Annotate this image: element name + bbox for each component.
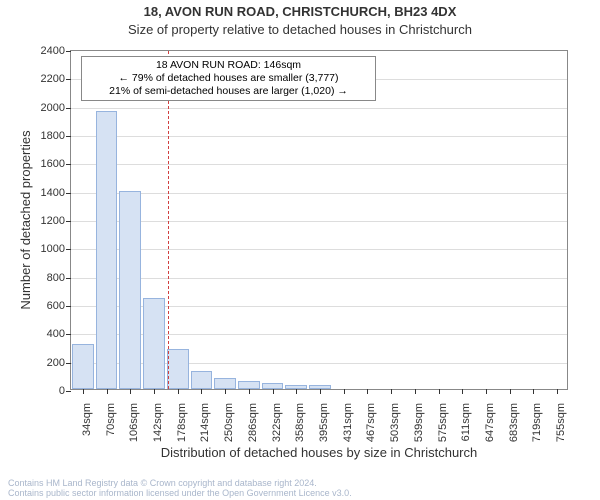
y-gridline <box>71 193 567 194</box>
y-axis-label: Number of detached properties <box>18 50 33 390</box>
x-tick-label: 142sqm <box>152 403 164 442</box>
page-title-address: 18, AVON RUN ROAD, CHRISTCHURCH, BH23 4D… <box>0 4 600 19</box>
x-tick-label: 755sqm <box>555 403 567 442</box>
x-tick-label: 358sqm <box>294 403 306 442</box>
marker-line <box>168 51 169 389</box>
x-axis-label: Distribution of detached houses by size … <box>70 445 568 460</box>
footer-attribution: Contains HM Land Registry data © Crown c… <box>0 478 600 498</box>
x-tick-mark <box>296 389 297 394</box>
x-tick-label: 647sqm <box>484 403 496 442</box>
y-tick-label: 800 <box>47 272 71 284</box>
y-gridline <box>71 278 567 279</box>
callout-line-address: 18 AVON RUN ROAD: 146sqm <box>86 59 371 72</box>
x-tick-mark <box>510 389 511 394</box>
x-tick-mark <box>130 389 131 394</box>
callout-line-larger: 21% of semi-detached houses are larger (… <box>86 85 371 98</box>
y-gridline <box>71 221 567 222</box>
x-tick-label: 106sqm <box>128 403 140 442</box>
x-tick-label: 431sqm <box>342 403 354 442</box>
x-tick-mark <box>486 389 487 394</box>
y-tick-label: 0 <box>59 385 71 397</box>
x-tick-mark <box>107 389 108 394</box>
y-gridline <box>71 249 567 250</box>
x-tick-mark <box>439 389 440 394</box>
histogram-bar <box>309 385 331 389</box>
y-tick-label: 600 <box>47 300 71 312</box>
x-tick-label: 250sqm <box>223 403 235 442</box>
x-tick-mark <box>391 389 392 394</box>
y-tick-label: 1800 <box>41 130 71 142</box>
x-tick-mark <box>83 389 84 394</box>
x-tick-label: 575sqm <box>437 403 449 442</box>
y-gridline <box>71 136 567 137</box>
x-tick-label: 322sqm <box>271 403 283 442</box>
x-tick-label: 214sqm <box>199 403 211 442</box>
histogram-bar <box>238 381 260 390</box>
x-tick-label: 683sqm <box>508 403 520 442</box>
x-tick-label: 395sqm <box>318 403 330 442</box>
x-tick-mark <box>367 389 368 394</box>
x-tick-mark <box>249 389 250 394</box>
callout-box: 18 AVON RUN ROAD: 146sqm ← 79% of detach… <box>81 56 376 101</box>
y-tick-label: 200 <box>47 357 71 369</box>
histogram-bar <box>119 191 141 389</box>
histogram-bar <box>285 385 307 389</box>
x-tick-mark <box>533 389 534 394</box>
histogram-bar <box>262 383 284 389</box>
y-tick-label: 1400 <box>41 187 71 199</box>
y-gridline <box>71 164 567 165</box>
x-tick-mark <box>178 389 179 394</box>
x-tick-mark <box>415 389 416 394</box>
x-tick-mark <box>557 389 558 394</box>
x-tick-mark <box>225 389 226 394</box>
x-tick-label: 34sqm <box>81 403 93 436</box>
x-tick-mark <box>320 389 321 394</box>
x-tick-mark <box>154 389 155 394</box>
histogram-bar <box>191 371 213 389</box>
histogram-bar <box>214 378 236 389</box>
callout-line-smaller: ← 79% of detached houses are smaller (3,… <box>86 72 371 85</box>
histogram-bar <box>96 111 118 389</box>
page-subtitle: Size of property relative to detached ho… <box>0 22 600 37</box>
x-tick-label: 286sqm <box>247 403 259 442</box>
x-tick-label: 178sqm <box>176 403 188 442</box>
chart-plot-area: 18 AVON RUN ROAD: 146sqm ← 79% of detach… <box>70 50 568 390</box>
x-tick-label: 503sqm <box>389 403 401 442</box>
y-gridline <box>71 108 567 109</box>
x-tick-mark <box>273 389 274 394</box>
y-tick-label: 1600 <box>41 158 71 170</box>
footer-line-1: Contains HM Land Registry data © Crown c… <box>8 478 592 488</box>
histogram-bar <box>72 344 94 389</box>
histogram-bar <box>167 349 189 389</box>
footer-line-2: Contains public sector information licen… <box>8 488 592 498</box>
x-tick-mark <box>344 389 345 394</box>
histogram-bar <box>143 298 165 389</box>
x-tick-label: 719sqm <box>531 403 543 442</box>
x-tick-mark <box>201 389 202 394</box>
y-tick-label: 2400 <box>41 45 71 57</box>
y-tick-label: 2200 <box>41 73 71 85</box>
x-tick-label: 467sqm <box>365 403 377 442</box>
x-tick-label: 539sqm <box>413 403 425 442</box>
y-tick-label: 1200 <box>41 215 71 227</box>
x-tick-mark <box>462 389 463 394</box>
x-tick-label: 611sqm <box>460 403 472 441</box>
y-tick-label: 1000 <box>41 243 71 255</box>
x-tick-label: 70sqm <box>105 403 117 436</box>
y-tick-label: 400 <box>47 328 71 340</box>
y-tick-label: 2000 <box>41 102 71 114</box>
